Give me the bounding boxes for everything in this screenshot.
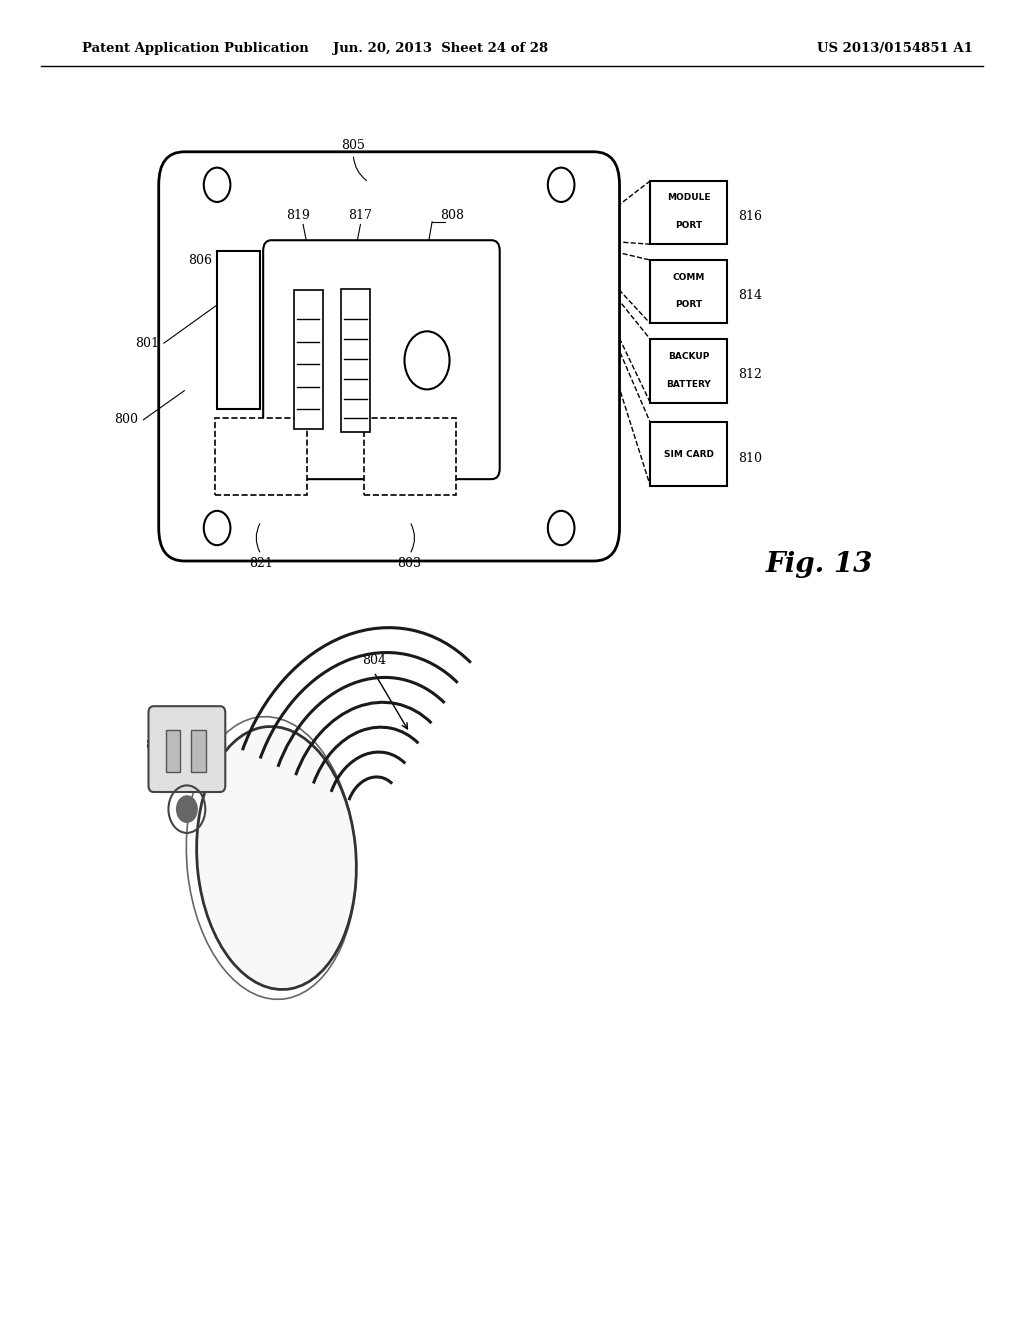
Text: 800: 800 bbox=[115, 413, 138, 426]
Text: 821: 821 bbox=[249, 557, 273, 570]
Text: 812: 812 bbox=[738, 368, 762, 381]
Text: Fig. 13: Fig. 13 bbox=[766, 552, 872, 578]
Text: PORT: PORT bbox=[675, 222, 702, 230]
Text: PORT: PORT bbox=[675, 301, 702, 309]
Text: 819: 819 bbox=[286, 209, 310, 222]
Bar bbox=[217, 251, 260, 409]
Bar bbox=[341, 289, 370, 432]
Text: 805: 805 bbox=[341, 139, 366, 152]
Text: 814: 814 bbox=[738, 289, 762, 302]
Text: 806: 806 bbox=[188, 253, 212, 267]
Text: Patent Application Publication: Patent Application Publication bbox=[82, 42, 308, 55]
Ellipse shape bbox=[197, 726, 356, 990]
Bar bbox=[650, 422, 727, 486]
FancyBboxPatch shape bbox=[263, 240, 500, 479]
Text: Jun. 20, 2013  Sheet 24 of 28: Jun. 20, 2013 Sheet 24 of 28 bbox=[333, 42, 548, 55]
Text: 808: 808 bbox=[440, 209, 465, 222]
Bar bbox=[650, 260, 727, 323]
Bar bbox=[166, 730, 180, 772]
Bar bbox=[650, 181, 727, 244]
Text: COMM: COMM bbox=[673, 273, 705, 281]
Text: 802: 802 bbox=[145, 739, 169, 752]
Bar bbox=[191, 730, 206, 772]
Text: BATTERY: BATTERY bbox=[667, 380, 711, 388]
Text: 817: 817 bbox=[348, 209, 373, 222]
Text: 803: 803 bbox=[397, 557, 422, 570]
Text: SIM CARD: SIM CARD bbox=[664, 450, 714, 458]
Bar bbox=[294, 290, 323, 429]
Text: 804: 804 bbox=[361, 653, 386, 667]
Circle shape bbox=[176, 796, 198, 822]
Text: US 2013/0154851 A1: US 2013/0154851 A1 bbox=[817, 42, 973, 55]
Bar bbox=[650, 339, 727, 403]
Bar bbox=[364, 418, 456, 495]
Text: MODULE: MODULE bbox=[667, 194, 711, 202]
FancyBboxPatch shape bbox=[159, 152, 620, 561]
Text: 801: 801 bbox=[135, 337, 159, 350]
Text: BACKUP: BACKUP bbox=[668, 352, 710, 360]
Bar bbox=[215, 418, 307, 495]
Text: 810: 810 bbox=[738, 451, 762, 465]
FancyBboxPatch shape bbox=[148, 706, 225, 792]
Text: 816: 816 bbox=[738, 210, 762, 223]
